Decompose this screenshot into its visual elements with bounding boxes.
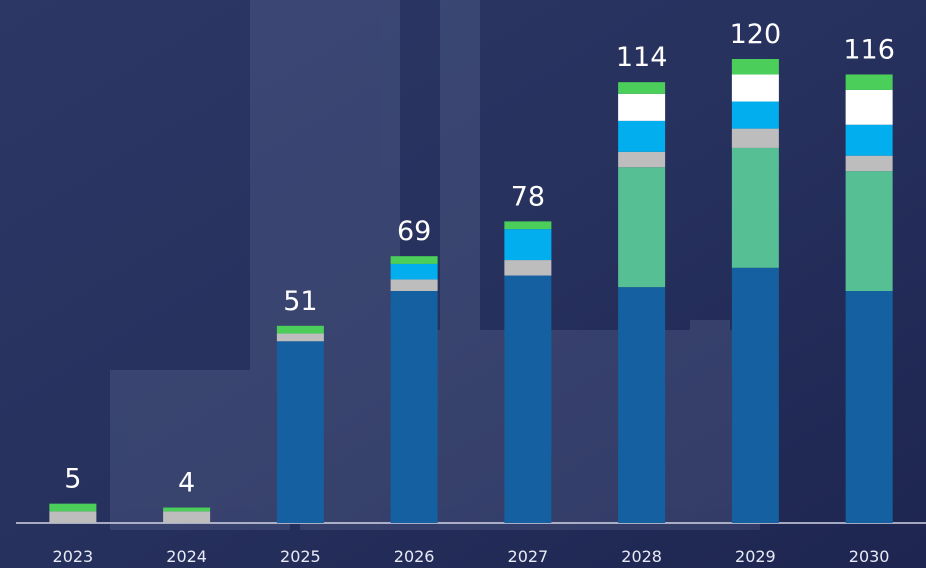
bar-segment <box>731 74 779 102</box>
bar-segment <box>731 101 779 129</box>
bar-segment <box>618 151 666 168</box>
bar-segment <box>731 128 779 148</box>
total-label: 69 <box>397 216 431 247</box>
bar-segment <box>845 171 893 291</box>
bar-segment <box>731 147 779 268</box>
total-label: 114 <box>616 42 668 73</box>
bar-segment <box>276 341 324 523</box>
x-tick-label: 2023 <box>53 547 94 566</box>
total-label: 5 <box>64 464 81 495</box>
bar-segment <box>618 120 666 152</box>
x-tick-label: 2027 <box>508 547 549 566</box>
bar-segment <box>731 267 779 523</box>
total-label: 116 <box>843 34 895 65</box>
bar-segment <box>49 511 97 523</box>
x-tick-label: 2028 <box>621 547 662 566</box>
bar-segment <box>845 89 893 125</box>
total-label: 78 <box>511 181 545 212</box>
total-label: 51 <box>283 286 317 317</box>
bar-segment <box>845 124 893 156</box>
bar-segment <box>504 229 552 261</box>
bar-segment <box>618 167 666 288</box>
bar-segment <box>618 93 666 121</box>
total-label: 4 <box>178 468 195 499</box>
bar-segment <box>845 291 893 523</box>
bar-segment <box>163 507 211 512</box>
x-tick-label: 2029 <box>735 547 776 566</box>
bar-segment <box>390 279 438 291</box>
bar-segment <box>618 82 666 94</box>
x-tick-label: 2024 <box>166 547 207 566</box>
x-tick-label: 2026 <box>394 547 435 566</box>
x-tick-label: 2025 <box>280 547 321 566</box>
bar-segment <box>731 59 779 75</box>
bar-segment <box>276 333 324 342</box>
bar-segment <box>390 263 438 280</box>
bar-segment <box>504 275 552 523</box>
bar-segment <box>504 221 552 230</box>
bar-segment <box>276 325 324 334</box>
bar-segment <box>845 155 893 172</box>
bar-segment <box>845 74 893 90</box>
bar-segment <box>49 503 97 512</box>
bar-segment <box>163 511 211 523</box>
x-tick-label: 2030 <box>849 547 890 566</box>
bar-segment <box>390 256 438 264</box>
total-label: 120 <box>730 19 782 50</box>
bar-segment <box>390 291 438 523</box>
bar-segment <box>618 287 666 523</box>
bar-segment <box>504 260 552 276</box>
